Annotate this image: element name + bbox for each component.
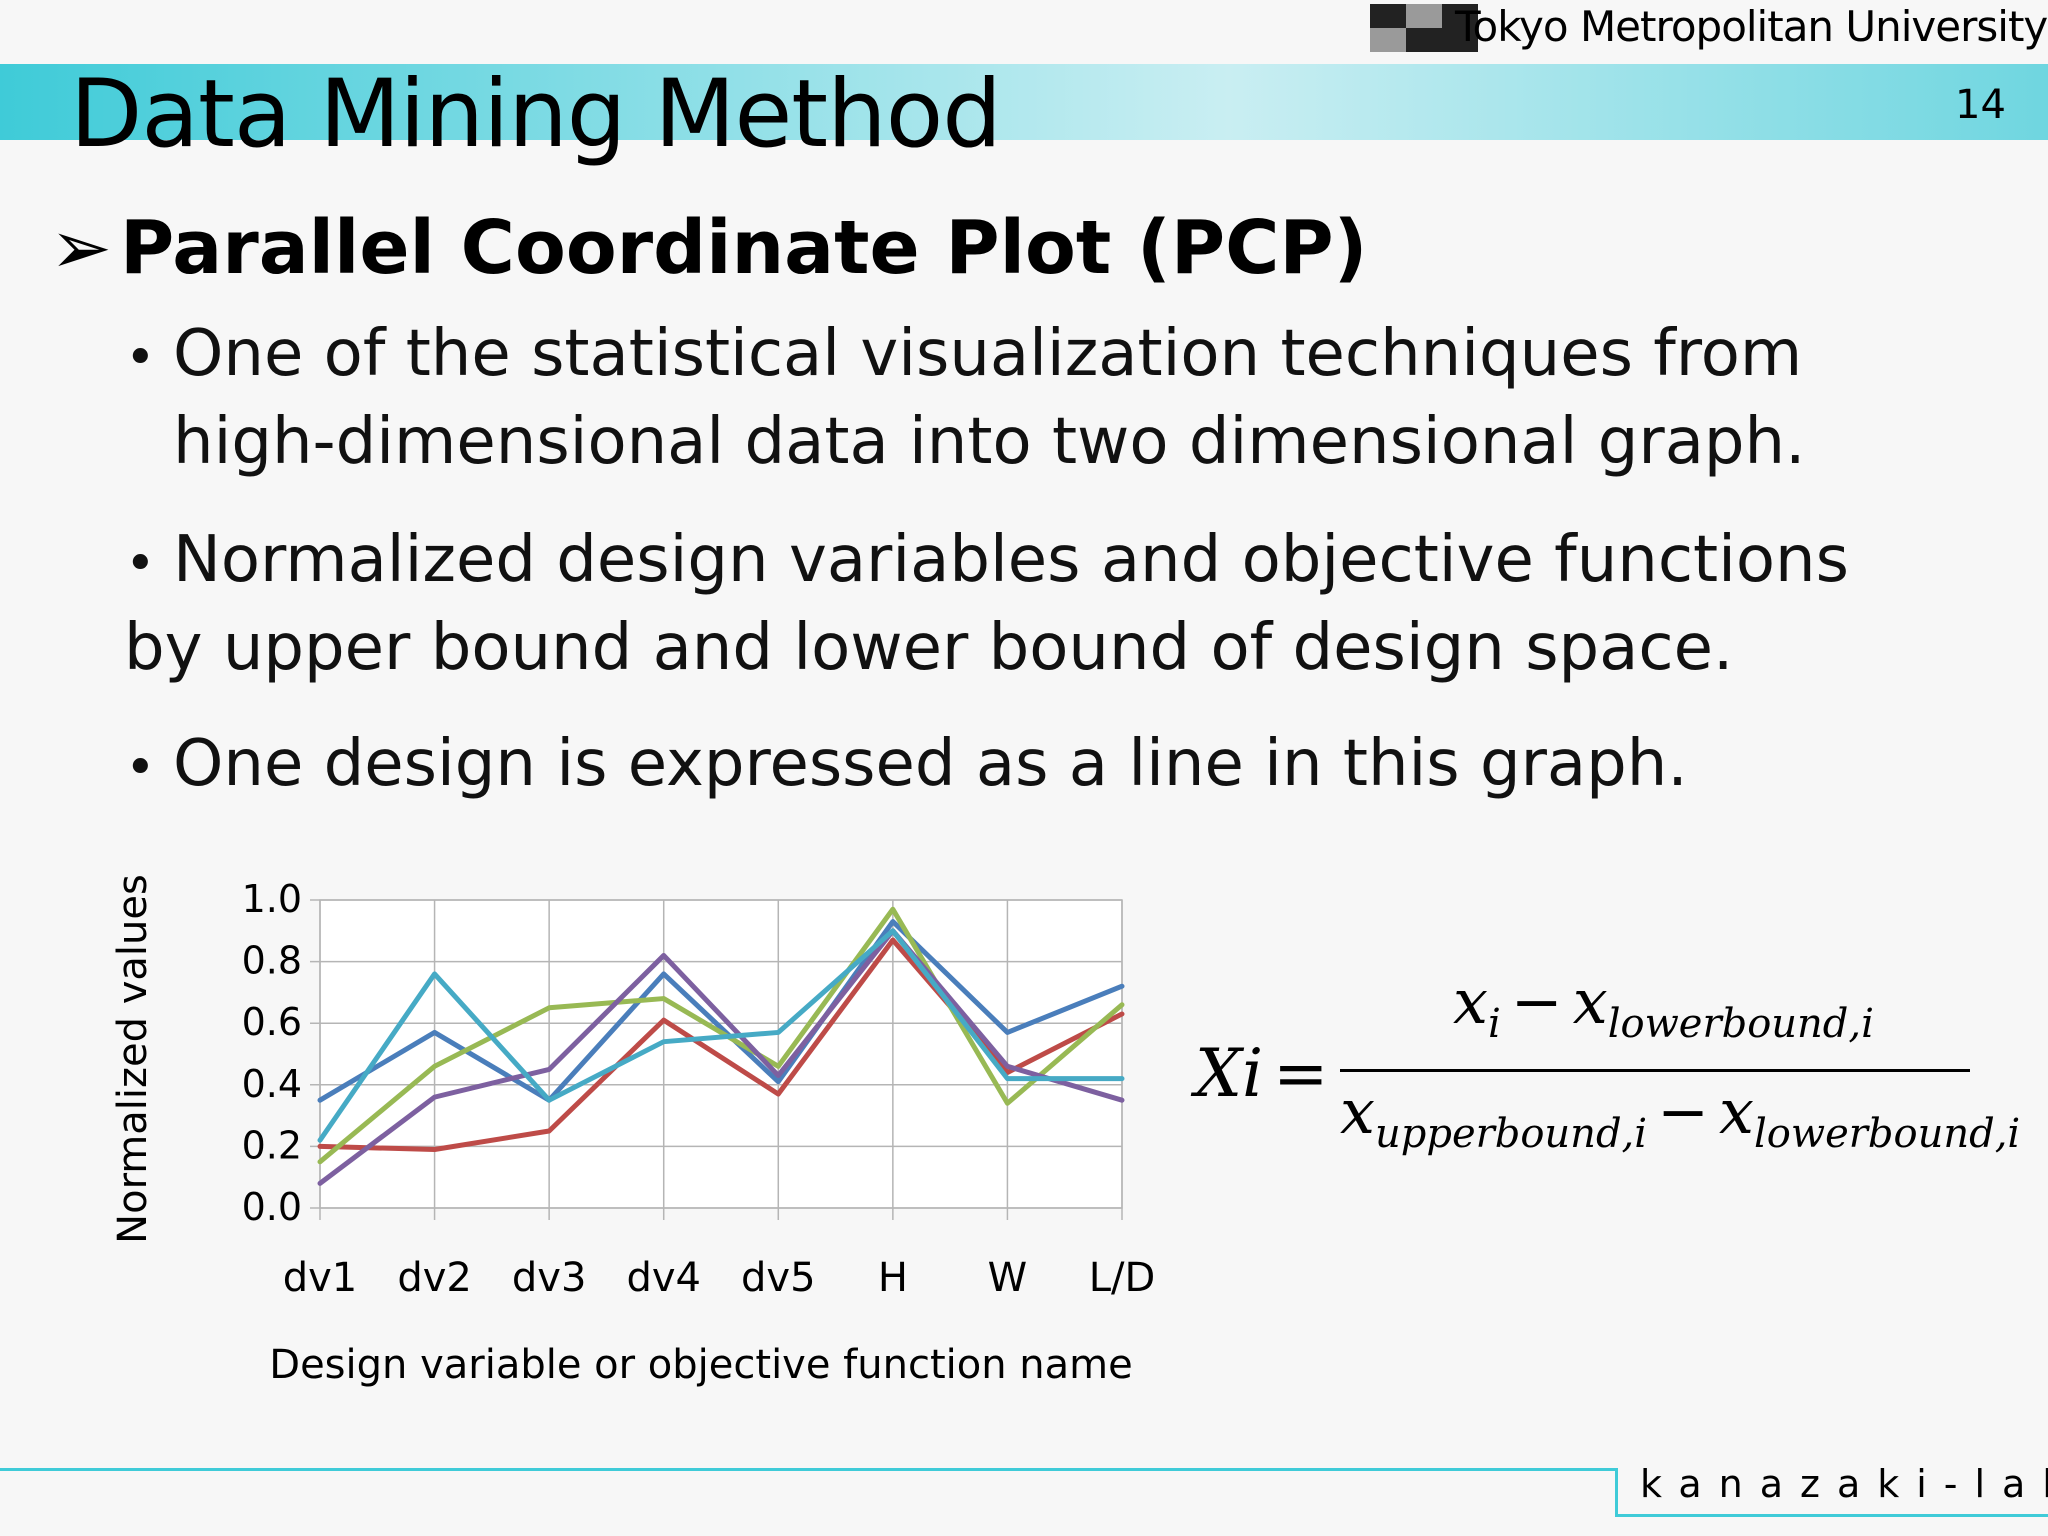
pcp-chart: 0.0 0.2 0.4 0.6 0.8 1.0 dv1 dv2 dv3 dv4 dv5 H W L/D De… (110, 874, 1156, 1388)
bullet-item: • Normalized design variables and objecti… (124, 518, 1849, 690)
x-tick-label: L/D (1089, 1255, 1156, 1301)
page-number: 14 (1955, 82, 2006, 128)
bullet-text-continued: by upper bound and lower bound of design… (124, 611, 1734, 685)
bullet-item: • One design is expressed as a line in th… (125, 722, 1688, 810)
formula-lhs: Xi = (1195, 1035, 1329, 1112)
bullet-text-continued: high-dimensional data into two dimension… (173, 405, 1806, 479)
bullet-dot: • (125, 328, 156, 388)
footer-line (0, 1468, 1615, 1471)
x-tick-label: dv1 (283, 1255, 358, 1301)
y-tick-label: 0.0 (242, 1185, 302, 1229)
series-line (317, 928, 1125, 1186)
bullet-text: One of the statistical visualization tec… (173, 317, 1803, 391)
footer-line (1615, 1468, 1618, 1516)
page-title: Data Mining Method (70, 60, 1002, 169)
x-tick-label: dv3 (512, 1255, 587, 1301)
lab-name: kanazaki-lab (1640, 1462, 2048, 1506)
title-band (0, 64, 2048, 140)
series-line (317, 919, 1125, 1103)
heading-text: Parallel Coordinate Plot (PCP) (120, 205, 1368, 291)
bullet-text: One design is expressed as a line in thi… (173, 727, 1688, 801)
bullet-dot: • (125, 738, 156, 798)
series-line (317, 906, 1125, 1165)
formula-denominator: xupperbound,i − xlowerbound,i (1340, 1075, 2021, 1157)
section-heading: ➢ Parallel Coordinate Plot (PCP) (50, 205, 1367, 291)
y-tick-label: 0.8 (242, 939, 302, 983)
y-axis-label: Normalized values (110, 874, 156, 1244)
x-axis-label: Design variable or objective function na… (269, 1342, 1132, 1388)
y-tick-label: 0.2 (242, 1123, 302, 1167)
bullet-dot: • (125, 534, 156, 594)
bullet-item: • One of the statistical visualization te… (125, 312, 1805, 484)
y-tick-label: 0.6 (242, 1000, 302, 1044)
arrow-bullet-icon: ➢ (50, 205, 113, 291)
y-tick-label: 1.0 (242, 877, 302, 921)
x-tick-label: H (878, 1255, 908, 1301)
x-tick-label: dv4 (626, 1255, 701, 1301)
series-line (317, 928, 1125, 1143)
formula-numerator: xi − xlowerbound,i (1453, 965, 1874, 1047)
university-name: Tokyo Metropolitan University (1455, 2, 2048, 51)
plot-area (319, 899, 1123, 1209)
x-tick-label: dv2 (397, 1255, 472, 1301)
x-tick-label: W (988, 1255, 1028, 1301)
x-tick-label: dv5 (741, 1255, 816, 1301)
bullet-text: Normalized design variables and objectiv… (173, 523, 1849, 597)
fraction-bar (1340, 1069, 1970, 1072)
footer-line (1615, 1514, 2048, 1517)
y-tick-label: 0.4 (242, 1062, 302, 1106)
